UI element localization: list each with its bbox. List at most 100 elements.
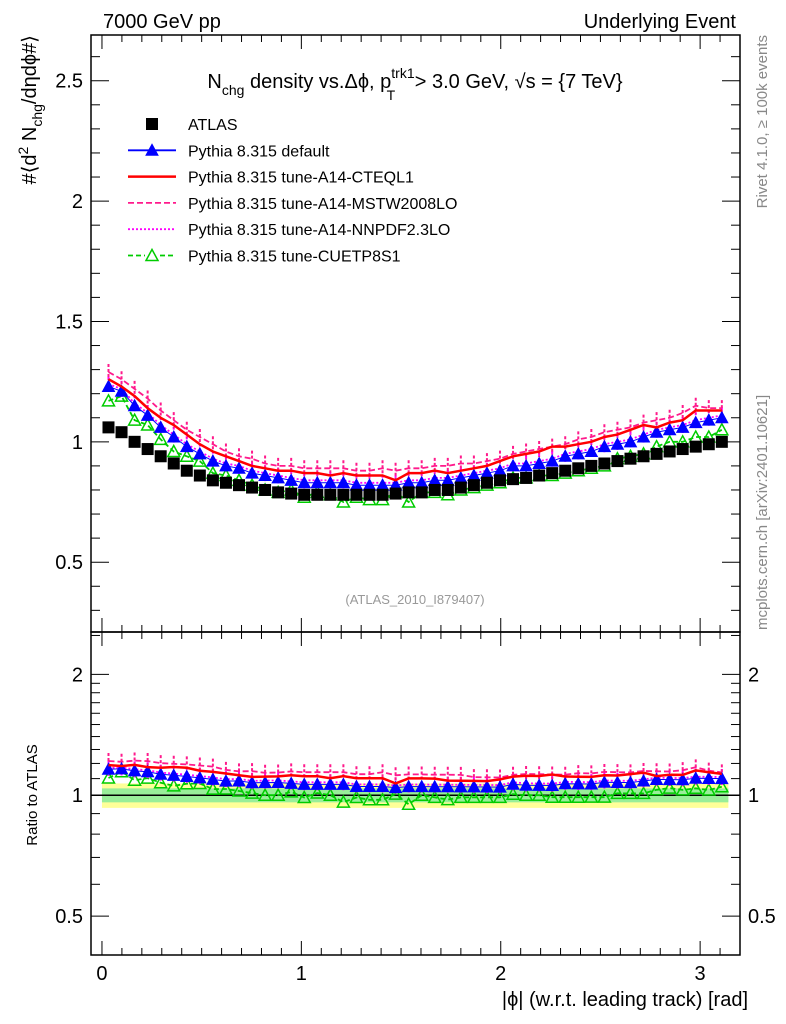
data-point-triangle bbox=[297, 777, 312, 790]
data-point-triangle bbox=[232, 773, 246, 787]
data-point-open-triangle bbox=[427, 789, 442, 804]
data-point-open-triangle bbox=[270, 787, 286, 801]
legend-label: Pythia 8.315 tune-A14-NNPDF2.3LO bbox=[188, 222, 450, 239]
atlas-data-point bbox=[102, 421, 115, 434]
data-point-triangle bbox=[571, 776, 586, 790]
data-point-triangle bbox=[297, 475, 312, 489]
data-point-open-triangle bbox=[336, 494, 351, 508]
main-series-pythia-8-315-default bbox=[101, 379, 729, 491]
atlas-data-point bbox=[624, 452, 637, 465]
legend-label: Pythia 8.315 tune-A14-CTEQL1 bbox=[188, 170, 414, 187]
data-point-open-triangle bbox=[166, 778, 182, 792]
axes: 0 1 2 3 0.5 1 1.5 2 2.5 0.5 0.5 1 1 2 2 bbox=[55, 35, 776, 985]
data-point-triangle bbox=[688, 415, 703, 429]
data-point-open-triangle bbox=[192, 453, 208, 467]
ratio-y-tick-label: 1 bbox=[72, 785, 83, 807]
data-point-open-triangle bbox=[296, 789, 312, 804]
data-point-open-triangle bbox=[388, 786, 403, 800]
data-point-triangle bbox=[192, 770, 207, 784]
legend-label: Pythia 8.315 tune-A14-MSTW2008LO bbox=[188, 196, 457, 213]
data-point-triangle bbox=[623, 775, 638, 789]
data-point-open-triangle bbox=[362, 792, 377, 806]
data-point-triangle bbox=[245, 775, 259, 789]
y-axis-label: #⟨d2 Nchg/dηdϕ#⟩ bbox=[15, 35, 45, 185]
data-point-triangle bbox=[336, 777, 351, 790]
data-point-triangle bbox=[245, 466, 259, 479]
legend-marker-triangle bbox=[145, 143, 159, 156]
atlas-data-point bbox=[389, 487, 402, 500]
atlas-data-point bbox=[350, 488, 363, 501]
ratio-series-pythia-8-315-default bbox=[101, 761, 729, 794]
data-point-open-triangle bbox=[166, 443, 182, 458]
data-point-triangle bbox=[375, 478, 390, 491]
data-point-triangle bbox=[623, 434, 638, 448]
series-line bbox=[107, 378, 722, 482]
series-line bbox=[108, 371, 722, 472]
data-point-triangle bbox=[388, 780, 403, 794]
data-point-triangle bbox=[323, 777, 338, 790]
data-point-open-triangle bbox=[205, 781, 221, 795]
data-point-triangle bbox=[467, 779, 481, 793]
data-point-open-triangle bbox=[688, 780, 703, 795]
data-point-triangle bbox=[310, 475, 325, 489]
data-point-triangle bbox=[362, 779, 377, 793]
data-point-open-triangle bbox=[127, 772, 142, 786]
atlas-data-point bbox=[533, 469, 546, 482]
legend: ATLAS Pythia 8.315 default Pythia 8.315 tu… bbox=[128, 117, 457, 266]
atlas-data-point bbox=[572, 462, 585, 475]
svg-text:#⟨d2 Nchg/dηdϕ#⟩: #⟨d2 Nchg/dηdϕ#⟩ bbox=[15, 35, 45, 185]
data-point-open-triangle bbox=[310, 785, 325, 799]
data-point-triangle bbox=[545, 778, 560, 791]
data-point-triangle bbox=[206, 772, 220, 785]
atlas-data-point bbox=[637, 450, 650, 463]
data-point-open-triangle bbox=[127, 412, 142, 426]
atlas-data-point bbox=[415, 486, 428, 499]
data-point-triangle bbox=[284, 473, 299, 486]
ratio-series-pythia-8-315-tune-a14-mstw2008lo bbox=[107, 752, 723, 786]
x-tick-label: 2 bbox=[495, 963, 506, 985]
atlas-data-point bbox=[611, 455, 624, 468]
main-series-pythia-8-315-tune-a14-cteql1 bbox=[107, 378, 722, 482]
data-point-triangle bbox=[375, 779, 390, 793]
data-point-triangle bbox=[219, 774, 233, 787]
atlas-data-point bbox=[259, 483, 272, 496]
atlas-data-point bbox=[428, 483, 441, 496]
data-point-open-triangle bbox=[714, 422, 730, 436]
data-point-open-triangle bbox=[584, 789, 599, 803]
data-point-triangle bbox=[636, 429, 651, 443]
data-point-triangle bbox=[519, 458, 533, 472]
data-point-open-triangle bbox=[557, 789, 573, 803]
data-point-triangle bbox=[610, 775, 625, 788]
data-point-open-triangle bbox=[153, 431, 168, 446]
data-point-triangle bbox=[127, 398, 142, 412]
data-point-open-triangle bbox=[610, 785, 625, 800]
data-point-triangle bbox=[140, 408, 155, 421]
data-point-triangle bbox=[206, 454, 220, 467]
data-point-open-triangle bbox=[440, 792, 456, 806]
atlas-data-point bbox=[546, 467, 559, 480]
atlas-data-point bbox=[246, 481, 259, 494]
data-point-triangle bbox=[532, 778, 546, 791]
y-tick-label: 1.5 bbox=[55, 311, 83, 333]
ratio-series-pythia-8-315-tune-cuetp8s1 bbox=[101, 764, 730, 811]
series-line bbox=[108, 763, 722, 785]
data-point-triangle bbox=[506, 458, 520, 472]
legend-entry: Pythia 8.315 default bbox=[128, 143, 330, 160]
atlas-data-point bbox=[598, 457, 611, 470]
main-series-pythia-8-315-tune-cuetp8s1 bbox=[101, 388, 730, 508]
ratio-frame bbox=[90, 631, 741, 956]
ratio-y-tick-label: 0.5 bbox=[55, 906, 83, 928]
x-axis-label: |ϕ| (w.r.t. leading track) [rad] bbox=[502, 989, 748, 1011]
atlas-data-point bbox=[193, 469, 206, 482]
data-point-open-triangle bbox=[544, 789, 560, 803]
legend-entry: Pythia 8.315 tune-A14-NNPDF2.3LO bbox=[128, 222, 450, 239]
atlas-data-point bbox=[702, 438, 715, 451]
data-point-triangle bbox=[532, 456, 546, 469]
ratio-y-tick-label-right: 1 bbox=[748, 785, 759, 807]
data-point-open-triangle bbox=[283, 784, 299, 798]
y-tick-label: 2.5 bbox=[55, 71, 83, 93]
atlas-data-point bbox=[167, 457, 180, 470]
data-point-open-triangle bbox=[218, 781, 234, 795]
data-point-open-triangle bbox=[505, 786, 521, 800]
